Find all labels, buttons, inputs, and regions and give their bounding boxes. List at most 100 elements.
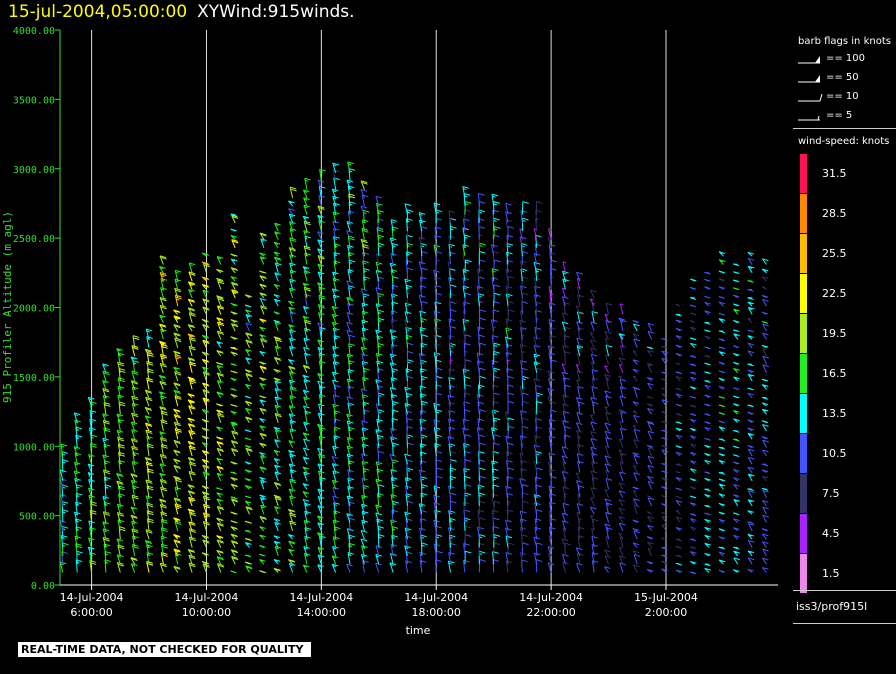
barb-shaft	[289, 512, 294, 523]
barb-shaft	[216, 391, 222, 398]
barb-feather	[407, 342, 414, 346]
wind-barb	[302, 432, 310, 440]
barb-shaft	[102, 438, 107, 448]
barb-feather	[290, 388, 297, 392]
barb-feather	[275, 465, 279, 468]
barb-feather	[130, 514, 138, 518]
wind-barb	[375, 512, 382, 523]
wind-barb	[244, 444, 252, 449]
barb-shaft	[160, 527, 164, 540]
wind-barb	[76, 484, 83, 498]
barb-shaft	[259, 283, 265, 290]
barb-feather	[519, 319, 526, 323]
barb-feather	[275, 430, 279, 433]
barb-shaft	[202, 539, 207, 548]
wind-barb	[304, 327, 311, 340]
wind-barb	[244, 500, 252, 507]
barb-feather	[133, 337, 140, 341]
barb-feather	[103, 471, 111, 475]
wind-barb	[216, 295, 224, 299]
barb-shaft	[274, 231, 279, 240]
wind-barb	[230, 498, 239, 507]
wind-barb	[507, 375, 514, 390]
wind-barb	[230, 363, 237, 367]
barb-feather	[246, 507, 253, 511]
barb-shaft	[159, 431, 164, 440]
wind-barb	[230, 393, 238, 399]
barb-shaft	[174, 487, 179, 498]
wind-barb	[536, 467, 543, 481]
wind-barb	[216, 268, 224, 274]
barb-shaft	[102, 380, 107, 390]
wind-barb	[418, 294, 426, 307]
barb-shaft	[159, 479, 164, 490]
barb-feather	[260, 408, 267, 412]
barb-shaft	[159, 563, 164, 573]
barb-feather	[245, 373, 252, 376]
barb-feather	[508, 425, 515, 429]
wind-barb	[492, 517, 500, 531]
wind-barb	[362, 376, 369, 390]
barb-feather	[493, 251, 500, 254]
barb-feather	[505, 202, 512, 206]
barb-feather	[146, 481, 153, 484]
barb-feather	[231, 520, 238, 524]
barb-feather	[159, 267, 164, 270]
barb-shaft	[89, 552, 93, 565]
wind-barb	[131, 461, 139, 473]
barb-feather	[173, 475, 180, 479]
barb-shaft	[146, 502, 150, 515]
barb-shaft	[131, 528, 136, 540]
barb-feather	[362, 360, 369, 364]
barb-feather	[216, 556, 224, 559]
barb-feather	[231, 550, 239, 554]
barb-shaft	[102, 511, 107, 523]
wind-barb	[245, 322, 253, 332]
wind-barb	[288, 534, 295, 540]
barb-feather	[289, 488, 296, 492]
wind-barb	[187, 423, 196, 432]
wind-barb	[289, 346, 296, 357]
barb-feather	[534, 253, 541, 256]
wind-barb	[332, 361, 340, 373]
wind-barb	[216, 457, 223, 465]
barb-feather	[259, 232, 267, 236]
barb-shaft	[288, 405, 294, 415]
barb-feather	[188, 377, 195, 381]
wind-barb	[159, 304, 167, 315]
barb-shaft	[131, 461, 136, 473]
barb-feather	[217, 403, 224, 407]
barb-feather	[464, 359, 472, 362]
barb-feather	[534, 277, 541, 281]
barb-feather	[117, 482, 124, 485]
barb-shaft	[273, 298, 279, 307]
wind-barb	[188, 271, 196, 282]
wind-barb	[174, 552, 182, 565]
wind-barb	[304, 352, 311, 365]
barb-feather	[147, 504, 154, 508]
barb-feather	[173, 548, 181, 552]
wind-barb	[173, 382, 181, 390]
barb-feather	[132, 346, 139, 350]
barb-feather	[117, 431, 121, 434]
wind-barb	[87, 546, 95, 557]
barb-feather	[304, 252, 311, 256]
barb-feather	[405, 527, 412, 531]
barb-feather	[188, 550, 196, 553]
barb-feather	[60, 469, 67, 473]
wind-barb	[201, 409, 210, 415]
barb-shaft	[188, 405, 193, 415]
barb-feather	[188, 485, 195, 488]
wind-barb	[216, 517, 224, 523]
wind-barb	[316, 515, 324, 523]
barb-feather	[216, 409, 223, 413]
wind-barb	[302, 456, 310, 465]
wind-barb	[376, 418, 383, 432]
barb-feather	[477, 526, 484, 530]
wind-barb	[289, 520, 297, 532]
barb-feather	[275, 547, 279, 550]
barb-shaft	[87, 472, 93, 482]
wind-barb	[188, 445, 196, 457]
barb-feather	[245, 401, 253, 405]
barb-feather	[505, 285, 513, 289]
